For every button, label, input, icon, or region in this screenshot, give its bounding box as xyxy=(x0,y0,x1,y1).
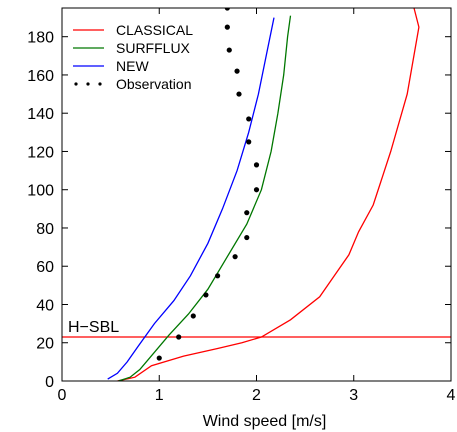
legend-label-surfflux: SURFFLUX xyxy=(116,40,191,56)
y-tick-label: 20 xyxy=(36,336,54,353)
observation-point xyxy=(232,254,238,260)
y-tick-label: 0 xyxy=(45,374,54,391)
series-line-classical xyxy=(117,8,420,381)
observation-point xyxy=(215,273,221,279)
y-tick-label: 60 xyxy=(36,259,54,276)
y-tick-label: 120 xyxy=(27,144,54,161)
legend: CLASSICAL SURFFLUX NEW Observation xyxy=(73,22,193,92)
legend-label-observation: Observation xyxy=(116,76,191,92)
observation-point xyxy=(253,187,260,193)
x-tick-label: 0 xyxy=(58,387,67,404)
y-tick-label: 180 xyxy=(27,30,54,47)
legend-label-classical: CLASSICAL xyxy=(116,22,193,38)
series-line-new xyxy=(107,17,275,380)
observation-point xyxy=(156,355,162,361)
series-layer xyxy=(62,8,451,381)
x-tick-label: 2 xyxy=(252,387,261,404)
observation-point xyxy=(244,234,250,241)
y-tick-label: 160 xyxy=(27,68,54,85)
legend-label-new: NEW xyxy=(116,58,149,74)
observation-point xyxy=(244,210,250,216)
x-tick-label: 1 xyxy=(155,387,164,404)
observation-point xyxy=(203,292,209,298)
y-tick-label: 40 xyxy=(36,297,54,314)
x-axis-title: Wind speed [m/s] xyxy=(203,413,327,430)
y-tick-label: 100 xyxy=(27,183,54,200)
observation-point xyxy=(246,139,252,145)
x-tick-label: 3 xyxy=(349,387,358,404)
observation-point xyxy=(224,8,230,11)
y-tick-label: 140 xyxy=(27,106,54,123)
observation-point xyxy=(246,116,252,122)
x-tick-label: 4 xyxy=(447,387,456,404)
observation-point xyxy=(226,47,232,53)
legend-swatch-dot xyxy=(86,82,90,86)
y-tick-label: 80 xyxy=(36,221,54,238)
legend-swatch-dot xyxy=(98,82,102,86)
observation-point xyxy=(236,91,242,97)
hsbl-label: H−SBL xyxy=(68,319,119,336)
observation-point xyxy=(253,162,260,168)
legend-swatch-dot xyxy=(74,82,78,86)
observation-point xyxy=(234,68,240,74)
observation-point xyxy=(224,24,230,30)
observation-point xyxy=(190,313,196,319)
series-line-surfflux xyxy=(118,15,292,381)
observation-point xyxy=(176,334,182,340)
